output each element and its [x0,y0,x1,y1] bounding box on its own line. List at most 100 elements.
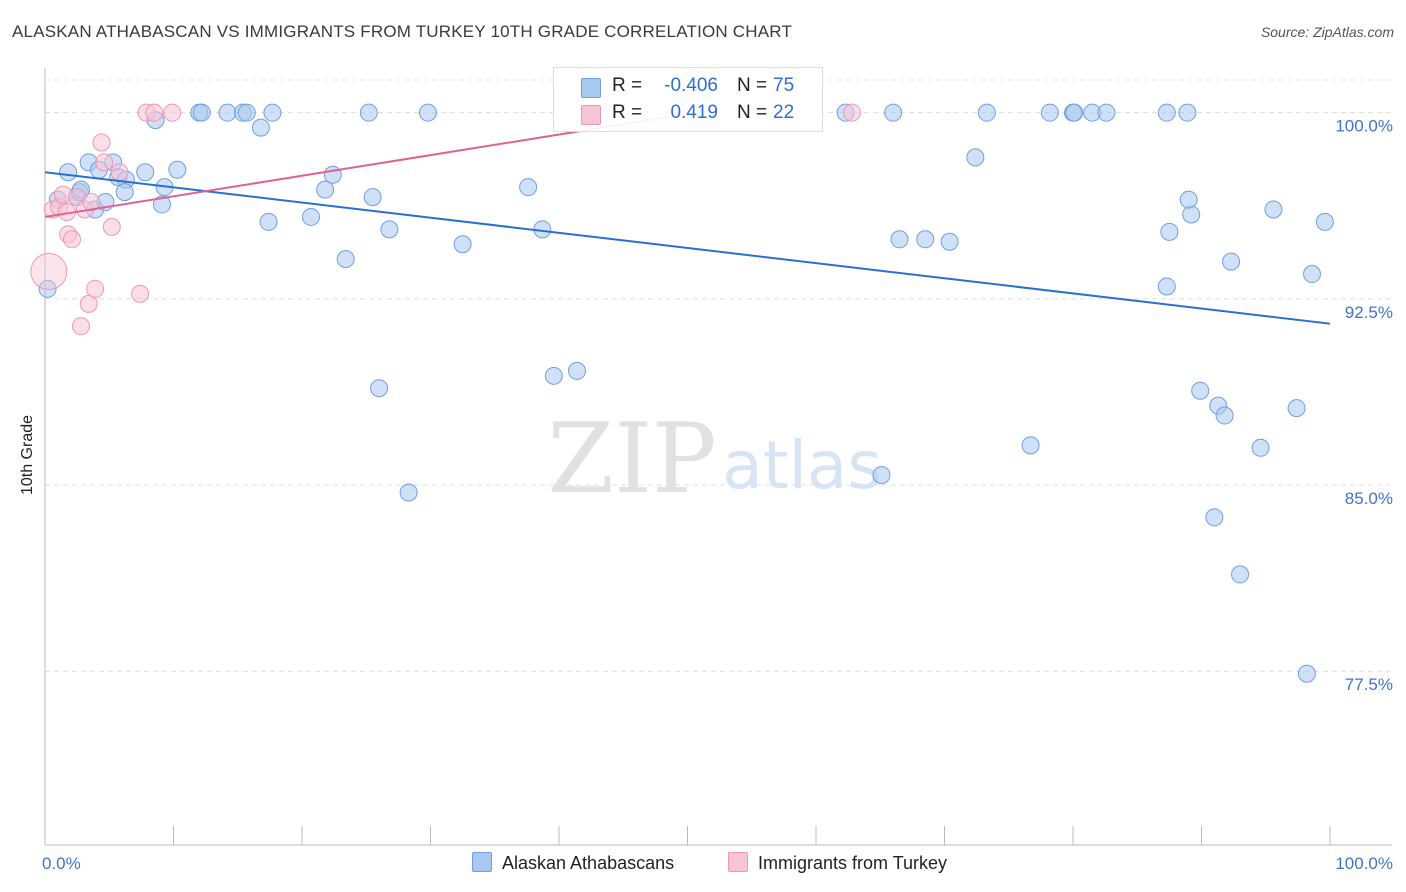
turkey-point [145,103,164,122]
athabascan-point [1040,103,1059,122]
athabascan-point [263,103,282,122]
athabascan-point [1222,252,1241,271]
tick-labels: 77.5% 85.0% 92.5% 100.0% 0.0% 100.0% [42,117,1393,873]
legend-n-label: N = [737,102,768,123]
athabascan-point [966,148,985,167]
bottom-legend-athabascans: Alaskan Athabascans [472,852,674,874]
athabascan-point [916,230,935,249]
athabascan-point [1251,438,1270,457]
athabascan-point [1179,190,1198,209]
turkey-point [102,217,121,236]
turkey-point [62,230,81,249]
legend-r-label: R = [612,102,643,123]
athabascan-point [977,103,996,122]
x-tick-label: 100.0% [1335,854,1393,873]
athabascan-point [1287,399,1306,418]
athabascan-point [251,118,270,137]
athabascan-point [38,279,57,298]
athabascan-point [1264,200,1283,219]
y-axis-label: 10th Grade [19,414,36,496]
athabascan-point [1297,664,1316,683]
turkey-point [82,193,101,212]
athabascan-point [1157,277,1176,296]
y-tick-label: 100.0% [1335,117,1393,136]
athabascan-point [1178,103,1197,122]
athabascan-point [1021,436,1040,455]
turkey-point [131,284,150,303]
athabascan-point [519,178,538,197]
athabascan-point [1215,406,1234,425]
athabascan-point [359,103,378,122]
athabascan-point [890,230,909,249]
athabascan-point [1315,212,1334,231]
athabascan-point [323,165,342,184]
chart-title: ALASKAN ATHABASCAN VS IMMIGRANTS FROM TU… [12,22,793,41]
athabascan-point [168,160,187,179]
watermark-zip: ZIP [547,403,716,515]
athabascan-point [418,103,437,122]
athabascan-point [1160,222,1179,241]
athabascan-point [218,103,237,122]
athabascan-point [301,207,320,226]
athabascan-point [884,103,903,122]
athabascan-point [59,163,78,182]
legend-swatch-blue [581,78,601,98]
y-tick-label: 85.0% [1345,489,1393,508]
data-points [30,103,1334,683]
athabascan-point [115,183,134,202]
y-tick-label: 77.5% [1345,675,1393,694]
stats-legend: R = -0.406 N = 75 R = 0.419 N = 22 [553,67,823,132]
legend-n-label: N = [737,75,768,96]
athabascan-point [336,250,355,269]
legend-swatch-pink [581,105,601,125]
legend-n-value: 75 [773,75,795,96]
legend-n-value: 22 [773,102,795,123]
bottom-legend-turkey: Immigrants from Turkey [728,852,947,874]
athabascan-point [259,212,278,231]
legend-r-value: -0.406 [664,75,718,96]
turkey-point [71,317,90,336]
athabascan-trend-line [44,171,1331,325]
turkey-point [163,103,182,122]
athabascan-point [1191,381,1210,400]
athabascan-point [370,379,389,398]
athabascan-point [399,483,418,502]
turkey-point [30,253,68,291]
turkey-point [92,133,111,152]
bottom-legend-label: Immigrants from Turkey [758,853,948,873]
x-tick-label: 0.0% [42,854,81,873]
athabascan-point [1303,265,1322,284]
axes [44,68,1392,846]
bottom-legend-swatch-blue [472,852,492,872]
athabascan-point [544,366,563,385]
turkey-point [86,279,105,298]
y-tick-label: 92.5% [1345,303,1393,322]
athabascan-point [152,195,171,214]
gridlines [45,79,1392,672]
turkey-point [79,294,98,313]
legend-r-label: R = [612,75,643,96]
athabascan-point [136,163,155,182]
athabascan-point [192,103,211,122]
athabascan-point [316,180,335,199]
athabascan-point [363,188,382,207]
turkey-point [842,103,861,122]
athabascan-point [872,466,891,485]
trend-lines [44,111,1331,325]
athabascan-point [380,220,399,239]
athabascan-point [453,235,472,254]
athabascan-point [1097,103,1116,122]
bottom-legend-label: Alaskan Athabascans [502,853,675,873]
athabascan-point [1231,565,1250,584]
athabascan-point [940,232,959,251]
athabascan-point [1065,103,1084,122]
athabascan-point [567,361,586,380]
turkey-point [110,163,129,182]
athabascan-point [1205,508,1224,527]
legend-r-value: 0.419 [670,102,718,123]
athabascan-point [1157,103,1176,122]
athabascan-point [1182,205,1201,224]
athabascan-point [237,103,256,122]
source-label: Source: ZipAtlas.com [1260,24,1394,40]
